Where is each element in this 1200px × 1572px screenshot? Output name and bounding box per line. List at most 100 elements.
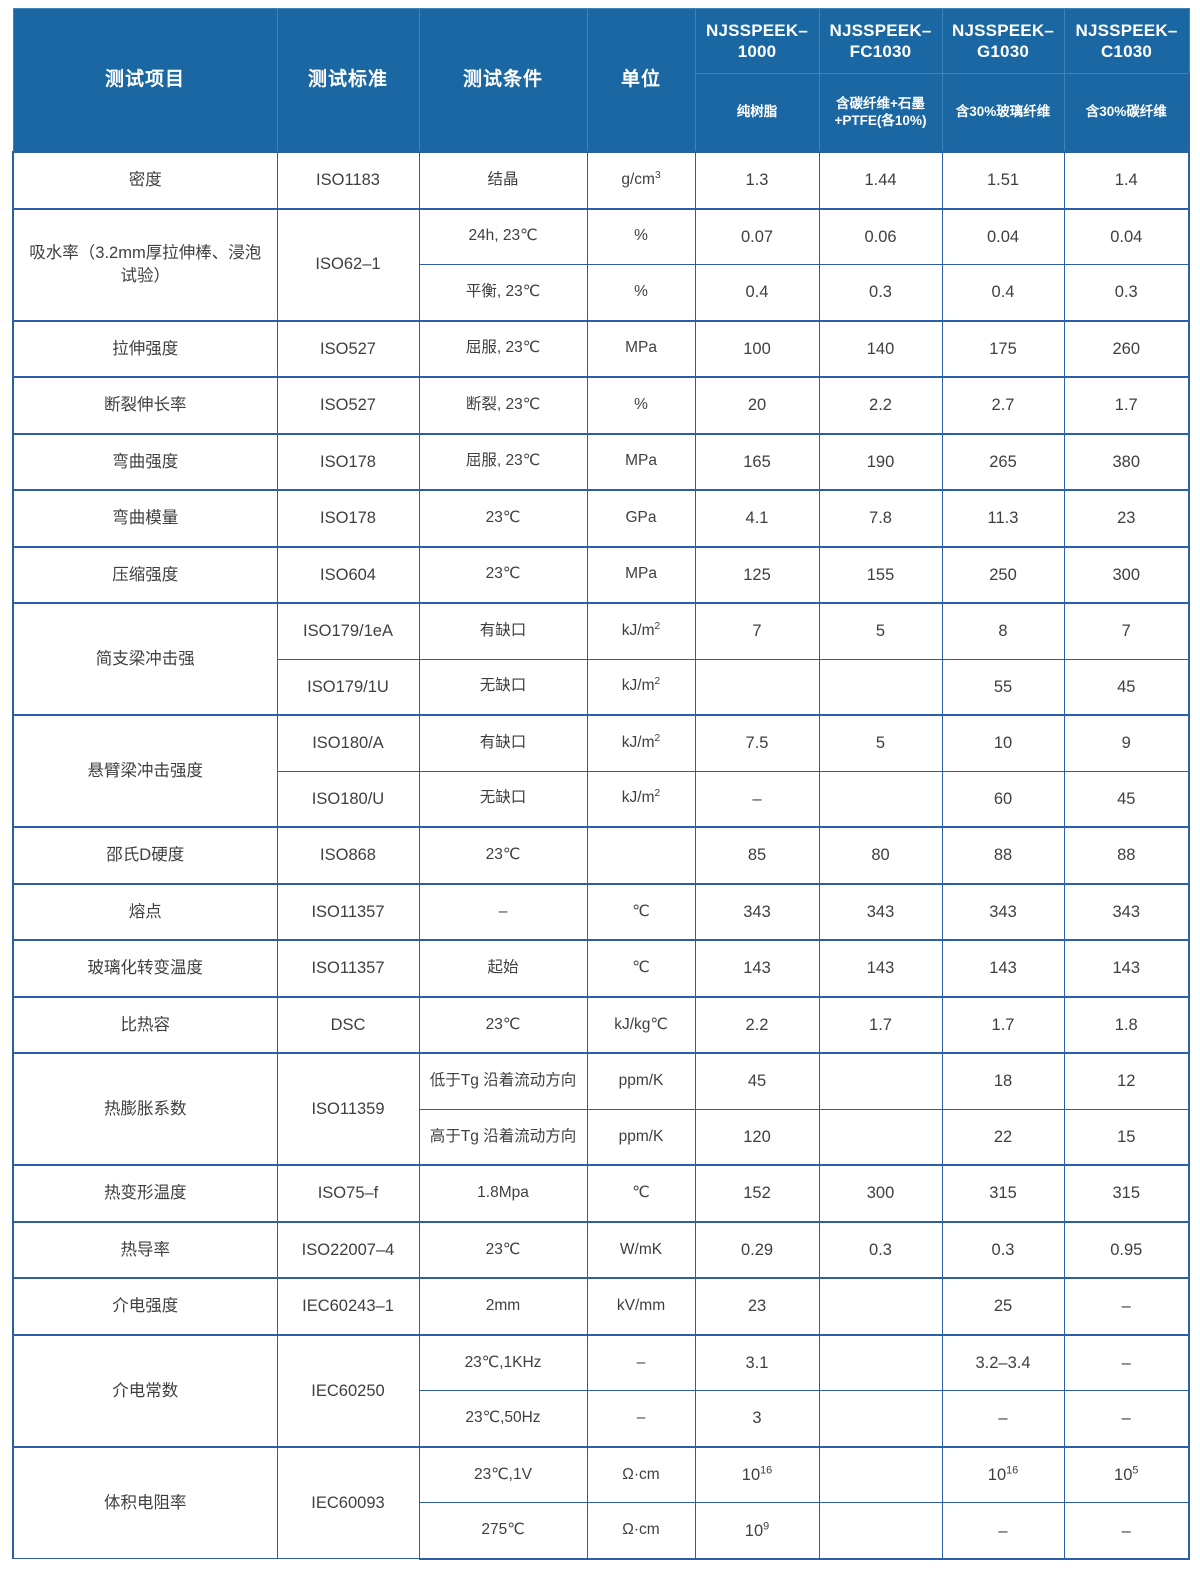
cell-value-2: 5	[818, 602, 943, 660]
table-row: 平衡, 23℃% 0.4 0.3 0.4 0.3	[13, 264, 1190, 322]
table-row: 23℃,50Hz –3– –	[13, 1390, 1190, 1448]
cell-test-item: 悬臂梁冲击强度	[12, 714, 278, 828]
cell-test-item: 简支梁冲击强	[12, 602, 278, 716]
cell-value-1: 120	[694, 1108, 820, 1166]
cell-unit: g/cm3	[586, 151, 696, 210]
cell-value-1: 45	[694, 1052, 820, 1110]
table-row: 热导率 ISO22007–4 23℃ W/mK 0.29 0.3 0.3 0.95	[12, 1220, 1190, 1279]
cell-value-3: 265	[941, 432, 1065, 491]
table-row: 断裂伸长率 ISO527 断裂, 23℃% 20 2.2 2.7 1.7	[12, 376, 1190, 435]
table-row: 悬臂梁冲击强度 ISO180/A 有缺口 kJ/m2 7.5 5 10 9	[12, 714, 1190, 828]
table-row: 介电强度 IEC60243–1 2mm kV/mm 23 25–	[12, 1277, 1190, 1336]
cell-value-1: 3	[694, 1390, 820, 1448]
cell-value-2	[818, 1052, 943, 1110]
cell-value-4: 23	[1063, 489, 1190, 548]
cell-test-condition: 23℃	[418, 826, 588, 885]
cell-test-condition: 23℃,1V	[418, 1445, 588, 1504]
cell-test-condition: 1.8Mpa	[418, 1164, 588, 1223]
cell-value-1: 2.2	[694, 995, 820, 1054]
cell-unit: kJ/m2	[586, 602, 696, 660]
cell-value-4: –	[1063, 1333, 1190, 1392]
cell-test-condition: 平衡, 23℃	[418, 264, 588, 322]
cell-value-1: 0.07	[694, 207, 820, 266]
table-row: ISO179/1U 无缺口 kJ/m2 55 45	[13, 658, 1190, 716]
table-row: 吸水率（3.2mm厚拉伸棒、浸泡试验） ISO62–1 24h, 23℃% 0.07 0…	[12, 207, 1190, 322]
table-row: 体积电阻率 IEC60093 23℃,1V Ω·cm 1016 1016 105	[12, 1445, 1190, 1560]
cell-test-standard: ISO75–f	[276, 1164, 420, 1223]
cell-value-2: 2.2	[818, 376, 943, 435]
cell-test-standard: ISO11357	[276, 882, 420, 941]
cell-test-condition: 23℃	[418, 1220, 588, 1279]
cell-value-1: 23	[694, 1277, 820, 1336]
cell-test-condition: 23℃	[418, 545, 588, 604]
cell-value-4: 0.3	[1063, 264, 1190, 322]
cell-value-2	[818, 1333, 943, 1392]
table-row: 玻璃化转变温度 ISO11357 起始 ℃ 143 143 143 143	[12, 939, 1190, 998]
cell-value-1: 0.29	[694, 1220, 820, 1279]
cell-value-4: 1.8	[1063, 995, 1190, 1054]
cell-test-condition: 无缺口	[418, 658, 588, 716]
cell-value-3: 175	[941, 319, 1065, 378]
cell-test-condition: –	[418, 882, 588, 941]
cell-test-standard: ISO178	[276, 489, 420, 548]
cell-test-item: 密度	[12, 151, 278, 210]
cell-value-4: 0.95	[1063, 1220, 1190, 1279]
cell-value-1: 4.1	[694, 489, 820, 548]
cell-test-standard: ISO62–1	[276, 207, 420, 322]
cell-value-1: 85	[694, 826, 820, 885]
cell-value-3: 343	[941, 882, 1065, 941]
cell-value-1: –	[694, 770, 820, 828]
table-row: 弯曲强度 ISO178 屈服, 23℃ MPa 165 190 265 380	[12, 432, 1190, 491]
cell-value-1: 343	[694, 882, 820, 941]
cell-value-1: 125	[694, 545, 820, 604]
cell-value-4: –	[1063, 1502, 1190, 1560]
cell-value-3: 0.3	[941, 1220, 1065, 1279]
cell-value-3: 60	[941, 770, 1065, 828]
cell-value-1: 165	[694, 432, 820, 491]
cell-value-2: 190	[818, 432, 943, 491]
cell-value-2: 5	[818, 714, 943, 772]
cell-value-2: 7.8	[818, 489, 943, 548]
table-row: 275℃ Ω·cm 109 – –	[13, 1502, 1190, 1560]
cell-value-4: 7	[1063, 602, 1190, 660]
cell-value-4: –	[1063, 1277, 1190, 1336]
cell-value-4: 45	[1063, 770, 1190, 828]
cell-value-2	[818, 658, 943, 716]
cell-test-item: 吸水率（3.2mm厚拉伸棒、浸泡试验）	[12, 207, 278, 322]
cell-value-2: 0.3	[818, 264, 943, 322]
cell-test-standard: ISO180/A	[276, 714, 420, 772]
cell-test-standard: ISO22007–4	[276, 1220, 420, 1279]
cell-value-3: –	[941, 1502, 1065, 1560]
cell-value-4: 88	[1063, 826, 1190, 885]
cell-unit: MPa	[586, 432, 696, 491]
cell-test-item: 弯曲模量	[12, 489, 278, 548]
cell-unit: MPa	[586, 545, 696, 604]
cell-value-2: 1.7	[818, 995, 943, 1054]
cell-test-item: 比热容	[12, 995, 278, 1054]
table-body: 密度 ISO1183 结晶 g/cm3 1.3 1.44 1.51 1.4 吸水率（3.2mm厚…	[12, 151, 1190, 1560]
table-row: 介电常数 IEC60250 23℃,1KHz –3.1 3.2–3.4–	[12, 1333, 1190, 1448]
cell-value-1: 100	[694, 319, 820, 378]
header-test-condition: 测试条件	[418, 8, 588, 153]
table-row: ISO180/U 无缺口 kJ/m2– 60 45	[13, 770, 1190, 828]
cell-test-condition: 无缺口	[418, 770, 588, 828]
cell-test-condition: 有缺口	[418, 714, 588, 772]
cell-value-4: 380	[1063, 432, 1190, 491]
cell-value-3: 1016	[941, 1445, 1065, 1504]
material-specification-table: 测试项目 测试标准 测试条件 单位 NJSSPEEK– 1000 NJSSPEEK…	[12, 8, 1190, 1560]
cell-value-3: 22	[941, 1108, 1065, 1166]
cell-test-item: 压缩强度	[12, 545, 278, 604]
cell-unit: MPa	[586, 319, 696, 378]
cell-value-4: 12	[1063, 1052, 1190, 1110]
cell-value-3: 0.04	[941, 207, 1065, 266]
cell-value-3: 25	[941, 1277, 1065, 1336]
cell-unit: kJ/m2	[586, 658, 696, 716]
cell-value-2	[818, 770, 943, 828]
cell-value-4: 143	[1063, 939, 1190, 998]
cell-value-2: 1.44	[818, 151, 943, 210]
table-row: 高于Tg 沿着流动方向 ppm/K 120 22 15	[13, 1108, 1190, 1166]
cell-value-3: 0.4	[941, 264, 1065, 322]
cell-unit: ℃	[586, 939, 696, 998]
cell-value-4: 343	[1063, 882, 1190, 941]
